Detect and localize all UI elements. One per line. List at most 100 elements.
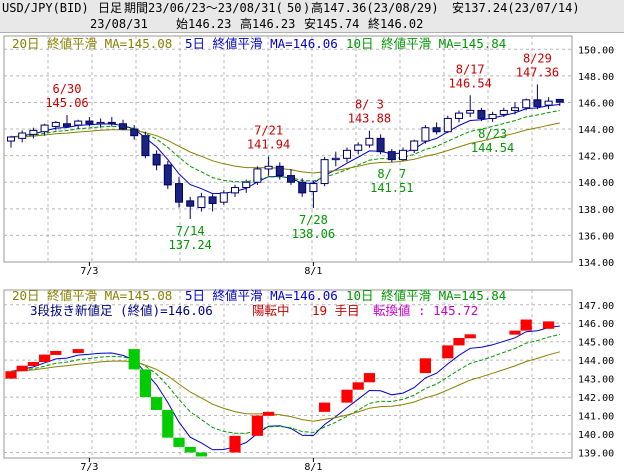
three-line-break-series — [5, 319, 555, 457]
high-value-label: 高146.23 — [240, 17, 296, 31]
break-block-up — [229, 435, 241, 453]
close-value-label: 終146.02 — [368, 17, 424, 31]
high-value-label: 143.88 — [348, 112, 391, 126]
legend-ma5-bottom: 5日 終値平滑 MA=146.06 — [185, 288, 338, 303]
break-block-up — [352, 382, 364, 390]
candle-up — [354, 144, 363, 151]
candle-x-tick-label: 7/3 — [80, 266, 98, 277]
candle-up — [499, 109, 508, 115]
break-y-tick-label: 140.00 — [578, 430, 614, 441]
candle-up — [522, 99, 531, 109]
candle-y-tick-label: 138.00 — [578, 205, 614, 216]
break-block-up — [27, 362, 39, 366]
high-date-label: 6/30 — [53, 82, 82, 96]
low-value-label: 144.54 — [471, 141, 514, 155]
break-block-up — [72, 349, 84, 354]
candle-y-tick-label: 136.00 — [578, 231, 614, 242]
break-block-down — [173, 437, 185, 447]
candle-down — [107, 121, 116, 125]
candle-down — [533, 99, 542, 107]
candle-up — [231, 187, 239, 194]
period-range-close: ) — [303, 1, 311, 15]
candle-y-tick-label: 148.00 — [578, 72, 614, 83]
legend-ma10-bottom: 10日 終値平滑 MA=145.84 — [346, 288, 506, 303]
break-y-tick-label: 143.00 — [578, 375, 614, 386]
high-value-label: 146.54 — [449, 76, 492, 90]
break-status-label: 陽転中 — [252, 303, 290, 318]
candle-down — [298, 181, 307, 194]
candlestick-series — [7, 84, 564, 219]
period-range-label: 期間23/06/23～23/08/31( — [124, 1, 283, 15]
low-date-label: 8/23 — [478, 127, 507, 141]
candle-down — [186, 200, 195, 207]
candle-up — [253, 168, 262, 183]
candle-up — [242, 181, 251, 189]
break-block-up — [419, 358, 431, 374]
candle-up — [309, 183, 318, 193]
break-ma5-line — [10, 325, 560, 451]
break-block-up — [363, 373, 375, 383]
break-y-tick-label: 142.00 — [578, 393, 614, 404]
low-date-label: 7/14 — [176, 224, 205, 238]
candle-up — [197, 196, 206, 208]
break-block-down — [139, 369, 151, 398]
legend-ma5-top: 5日 終値平滑 MA=146.06 — [185, 36, 338, 51]
break-ma20-line — [10, 351, 560, 422]
break-block-up — [39, 354, 51, 362]
break-y-tick-label: 144.00 — [578, 356, 614, 367]
break-x-tick-label: 8/1 — [304, 462, 322, 473]
high-date-label: 8/ 3 — [355, 98, 384, 112]
open-value-label: 始146.23 — [176, 17, 232, 31]
high-date-label: 7/21 — [254, 123, 283, 137]
candle-up — [466, 109, 475, 114]
chart-header-ohlc: 23/08/31 始146.23 高146.23 安145.74 終146.02 — [0, 16, 624, 33]
break-block-up — [319, 402, 331, 412]
low-value-label: 141.51 — [370, 181, 413, 195]
break-block-up — [543, 321, 555, 329]
candle-up — [51, 121, 60, 127]
break-grid — [3, 289, 573, 459]
candle-down — [119, 123, 127, 130]
candle-up — [511, 107, 519, 111]
candle-up — [264, 165, 273, 170]
break-count-label: 19 手目 — [312, 303, 360, 318]
candle-down — [152, 153, 161, 166]
break-ma-lines — [10, 325, 560, 451]
symbol-label: USD/JPY(BID) — [2, 1, 89, 15]
legend-ma20-bottom: 20日 終値平滑 MA=145.08 — [12, 288, 172, 303]
candle-up — [74, 120, 83, 126]
break-ma10-line — [10, 334, 560, 434]
candle-y-tick-label: 146.00 — [578, 98, 614, 109]
candle-up — [331, 157, 340, 161]
break-block-down — [195, 452, 207, 457]
candle-down — [175, 183, 183, 203]
high-value-label: 141.94 — [247, 137, 290, 151]
break-y-tick-label: 139.00 — [578, 448, 614, 459]
break-block-up — [520, 319, 532, 331]
candle-y-tick-label: 140.00 — [578, 178, 614, 189]
break-block-up — [464, 334, 476, 339]
candle-up — [219, 192, 228, 203]
break-y-tick-label: 147.00 — [578, 301, 614, 312]
break-x-tick-label: 7/3 — [80, 462, 98, 473]
candle-grid — [3, 35, 573, 263]
high-date-label: 8/29 — [523, 51, 552, 65]
high-value-label: 147.36 — [516, 65, 559, 79]
bar-count-label: 50 — [287, 1, 302, 15]
candle-ma10-line — [10, 110, 560, 183]
candle-down — [208, 196, 217, 205]
break-block-up — [453, 338, 465, 346]
period-type-label: 日足 — [98, 1, 123, 15]
candle-up — [421, 127, 430, 142]
candle-down — [287, 175, 295, 183]
chart-header-top: USD/JPY(BID) 日足 期間23/06/23～23/08/31( 50 … — [0, 0, 624, 17]
period-high-label: 高147.36(23/08/29) — [311, 1, 439, 15]
period-low-label: 安137.24(23/07/14) — [452, 1, 580, 15]
low-value-label: 137.24 — [169, 238, 212, 252]
break-y-tick-label: 145.00 — [578, 338, 614, 349]
low-date-label: 8/ 7 — [377, 167, 406, 181]
candle-up — [365, 137, 374, 146]
candle-down — [130, 128, 139, 137]
candle-frame — [3, 35, 573, 263]
